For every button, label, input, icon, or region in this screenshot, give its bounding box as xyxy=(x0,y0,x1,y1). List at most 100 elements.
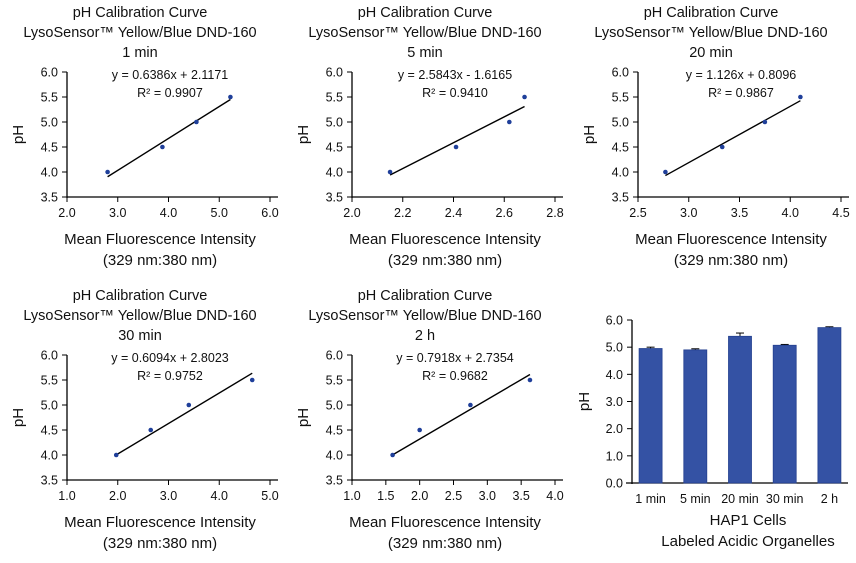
y-tick-label: 4.0 xyxy=(606,368,623,382)
y-tick-label: 5.0 xyxy=(326,399,343,413)
x-tick-label: 1.5 xyxy=(377,489,394,503)
x-tick-label: 3.0 xyxy=(109,206,126,220)
x-tick-label: 2.0 xyxy=(109,489,126,503)
x-tick-label: 2.6 xyxy=(496,206,513,220)
y-tick-label: 1.0 xyxy=(606,449,623,463)
chart-title: LysoSensor™ Yellow/Blue DND-160 xyxy=(23,25,256,41)
x-tick-label: 4.0 xyxy=(211,489,228,503)
chart-title: pH Calibration Curve xyxy=(358,288,493,304)
bar-5-min xyxy=(683,349,708,484)
y-tick-label: 0.0 xyxy=(606,477,623,491)
data-point xyxy=(663,169,668,175)
x-tick-label: 2 h xyxy=(821,492,838,506)
chart-title: LysoSensor™ Yellow/Blue DND-160 xyxy=(308,308,541,324)
x-tick-label: 30 min xyxy=(766,492,804,506)
x-tick-label: 6.0 xyxy=(261,206,278,220)
chart-title: 5 min xyxy=(407,45,442,61)
r-squared: R² = 0.9907 xyxy=(137,86,203,100)
data-point xyxy=(468,402,473,408)
x-axis-label: (329 nm:380 nm) xyxy=(103,535,217,552)
y-tick-label: 5.0 xyxy=(606,341,623,355)
x-tick-label: 2.0 xyxy=(58,206,75,220)
chart-panel-3: pH Calibration Curve LysoSensor™ Yellow/B… xyxy=(581,5,850,269)
data-point xyxy=(249,377,255,383)
chart-title: pH Calibration Curve xyxy=(358,5,493,21)
y-tick-label: 3.5 xyxy=(612,191,629,205)
data-point xyxy=(390,452,395,458)
y-tick-label: 3.5 xyxy=(41,191,58,205)
chart-title: 1 min xyxy=(122,45,157,61)
y-tick-label: 5.5 xyxy=(326,374,343,388)
x-tick-label: 2.0 xyxy=(343,206,360,220)
y-tick-label: 5.0 xyxy=(612,116,629,130)
chart-title: LysoSensor™ Yellow/Blue DND-160 xyxy=(594,25,827,41)
x-tick-label: 2.2 xyxy=(394,206,411,220)
bar-20-min xyxy=(728,335,752,484)
fit-equation: y = 0.6386x + 2.1171 xyxy=(112,68,229,82)
bar-1-min xyxy=(638,348,663,484)
fit-equation: y = 0.7918x + 2.7354 xyxy=(396,351,514,365)
x-tick-label: 20 min xyxy=(721,492,759,506)
data-point xyxy=(417,427,422,433)
x-axis-label: Mean Fluorescence Intensity xyxy=(349,514,541,531)
chart-title: pH Calibration Curve xyxy=(644,5,779,21)
y-tick-label: 4.0 xyxy=(41,166,58,180)
y-tick-label: 4.0 xyxy=(41,449,58,463)
y-axis-label: pH xyxy=(295,125,312,144)
x-tick-label: 3.0 xyxy=(479,489,496,503)
trendline xyxy=(107,98,231,178)
y-axis-label: pH xyxy=(295,408,312,427)
x-axis-label: Mean Fluorescence Intensity xyxy=(64,231,256,248)
x-tick-label: 1.0 xyxy=(343,489,360,503)
x-tick-label: 2.8 xyxy=(546,206,563,220)
x-axis-label: HAP1 Cells xyxy=(710,512,787,529)
x-axis-label: Labeled Acidic Organelles xyxy=(661,533,834,550)
data-point xyxy=(228,94,233,100)
y-tick-label: 3.5 xyxy=(326,474,343,488)
y-tick-label: 5.0 xyxy=(41,116,58,130)
x-tick-label: 4.0 xyxy=(782,206,799,220)
chart-panel-5: pH Calibration Curve LysoSensor™ Yellow/B… xyxy=(295,288,564,552)
chart-panel-6: 0.0 1.0 2.0 3.0 4.0 5.0 6.0 pH 1 min 5 min 20 min 3… xyxy=(576,314,848,550)
x-tick-label: 3.0 xyxy=(680,206,697,220)
chart-title: LysoSensor™ Yellow/Blue DND-160 xyxy=(308,25,541,41)
x-tick-label: 2.4 xyxy=(445,206,462,220)
trendline xyxy=(389,105,525,176)
data-point xyxy=(527,377,533,383)
x-tick-label: 1.0 xyxy=(58,489,75,503)
y-tick-label: 6.0 xyxy=(41,66,58,80)
data-point xyxy=(798,94,803,100)
y-tick-label: 4.0 xyxy=(326,449,343,463)
chart-title: LysoSensor™ Yellow/Blue DND-160 xyxy=(23,308,256,324)
y-tick-label: 4.0 xyxy=(612,166,629,180)
y-tick-label: 3.5 xyxy=(326,191,343,205)
x-tick-label: 2.0 xyxy=(411,489,428,503)
x-axis-label: (329 nm:380 nm) xyxy=(388,252,502,269)
fit-equation: y = 1.126x + 0.8096 xyxy=(686,68,797,82)
x-tick-label: 5 min xyxy=(680,492,711,506)
y-tick-label: 5.0 xyxy=(41,399,58,413)
trendline xyxy=(392,373,531,456)
r-squared: R² = 0.9410 xyxy=(422,86,488,100)
x-tick-label: 2.5 xyxy=(445,489,462,503)
data-point xyxy=(194,119,199,125)
y-axis-label: pH xyxy=(581,125,598,144)
y-axis-label: pH xyxy=(10,408,27,427)
x-tick-label: 5.0 xyxy=(211,206,228,220)
chart-title: 30 min xyxy=(118,328,162,344)
fit-equation: y = 2.5843x - 1.6165 xyxy=(398,68,512,82)
y-tick-label: 6.0 xyxy=(326,66,343,80)
trendline xyxy=(665,100,801,177)
chart-title: 20 min xyxy=(689,45,733,61)
x-axis-label: Mean Fluorescence Intensity xyxy=(635,231,827,248)
y-tick-label: 5.5 xyxy=(41,91,58,105)
data-point xyxy=(762,119,768,125)
y-tick-label: 4.5 xyxy=(612,141,629,155)
chart-title: pH Calibration Curve xyxy=(73,5,208,21)
trendline xyxy=(115,372,253,456)
y-tick-label: 6.0 xyxy=(606,314,623,328)
y-tick-label: 5.0 xyxy=(326,116,343,130)
y-tick-label: 3.5 xyxy=(41,474,58,488)
bar-30-min xyxy=(772,344,797,484)
